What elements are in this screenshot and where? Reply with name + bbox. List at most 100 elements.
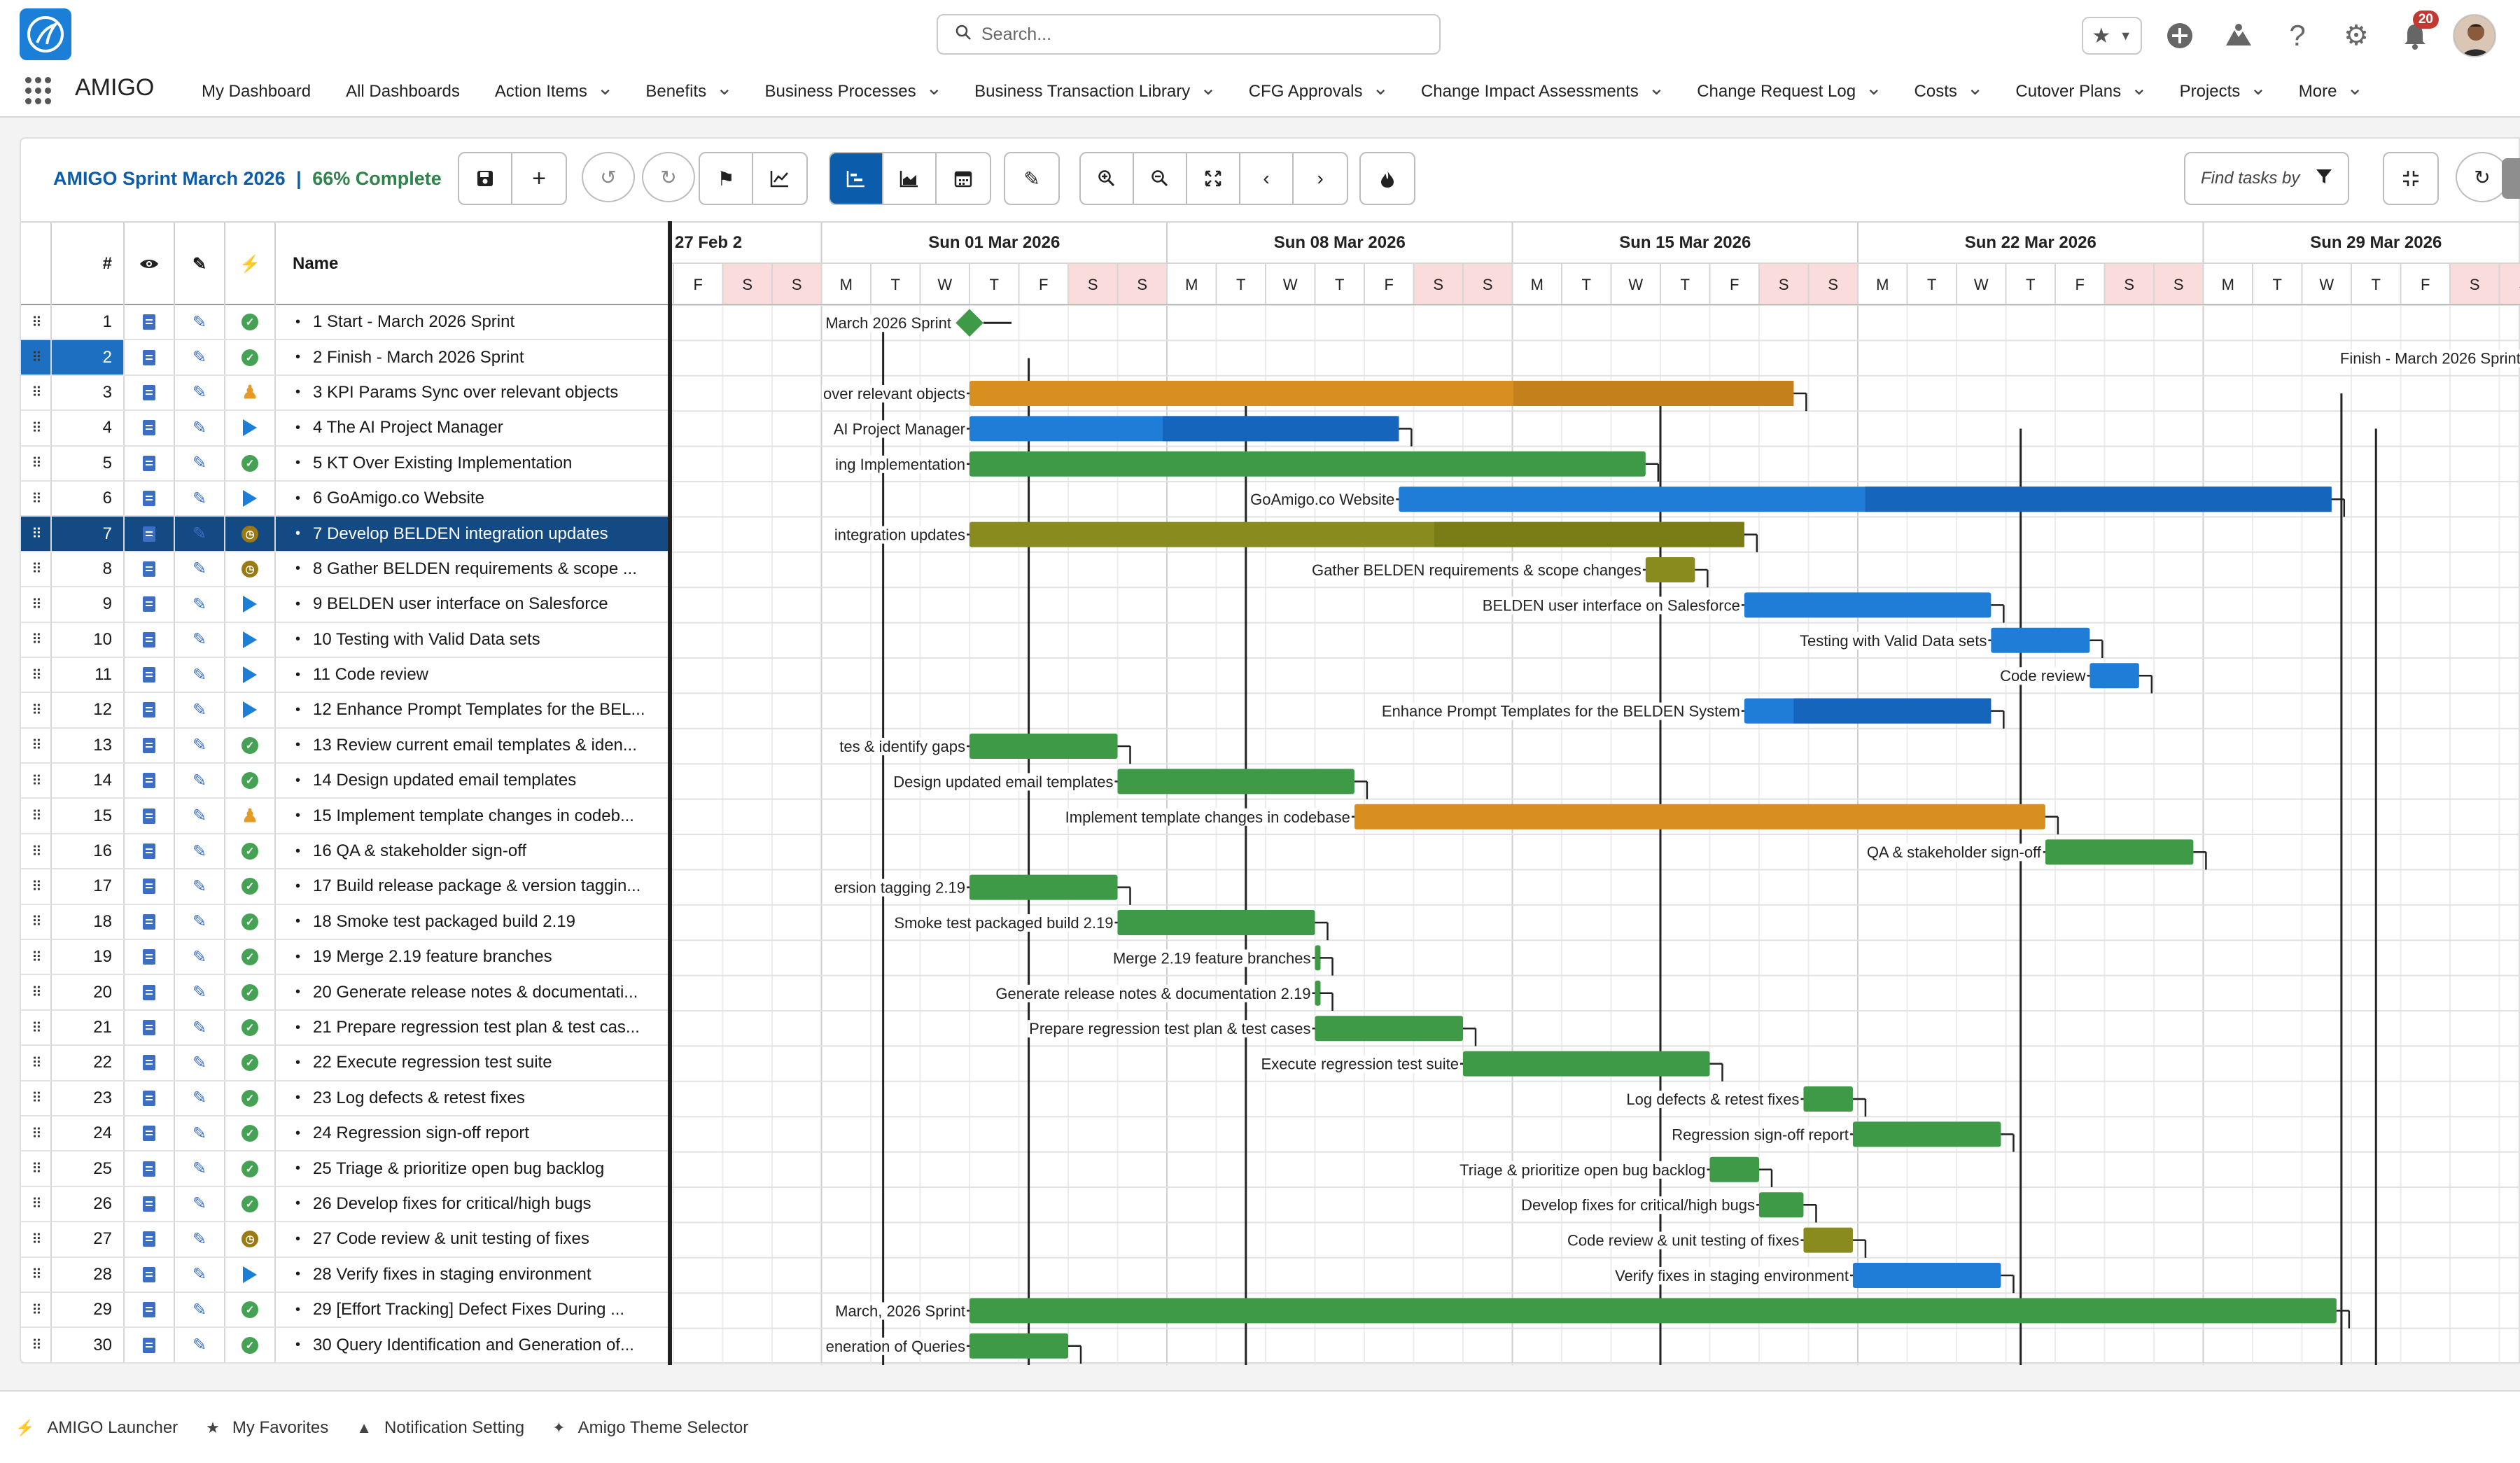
drag-handle[interactable]: ⠿ bbox=[21, 411, 52, 445]
global-search[interactable]: Search... bbox=[937, 14, 1441, 55]
task-name-cell[interactable]: • 1 Start - March 2026 Sprint bbox=[276, 305, 668, 339]
utility-item-amigo-theme-selector[interactable]: ✦ Amigo Theme Selector bbox=[552, 1418, 748, 1438]
view-record-button[interactable] bbox=[125, 1257, 175, 1292]
task-bar-fill[interactable] bbox=[2045, 839, 2194, 865]
edit-record-button[interactable]: ✎ bbox=[175, 693, 225, 727]
view-record-button[interactable] bbox=[125, 1116, 175, 1151]
task-name-cell[interactable]: • 13 Review current email templates & ide… bbox=[276, 729, 668, 762]
edit-record-button[interactable]: ✎ bbox=[175, 1257, 225, 1292]
drag-handle[interactable]: ⠿ bbox=[21, 1010, 52, 1045]
task-bar-19[interactable]: Merge 2.19 feature branches bbox=[1111, 945, 1334, 976]
table-row[interactable]: ⠿ 12 ✎ • 12 Enhance Prompt Templates for the… bbox=[21, 693, 668, 729]
nav-item-action-items[interactable]: Action Items ⌄ bbox=[495, 77, 614, 102]
edit-record-button[interactable]: ✎ bbox=[175, 411, 225, 445]
edit-record-button[interactable]: ✎ bbox=[175, 1116, 225, 1151]
table-row[interactable]: ⠿ 30 ✎ ✓ • 30 Query Identification and Genera… bbox=[21, 1328, 668, 1364]
chevron-down-icon[interactable]: ⌄ bbox=[1966, 76, 1984, 99]
edit-record-button[interactable]: ✎ bbox=[175, 904, 225, 939]
drag-handle[interactable]: ⠿ bbox=[21, 1116, 52, 1151]
edit-record-button[interactable]: ✎ bbox=[175, 1152, 225, 1186]
view-record-button[interactable] bbox=[125, 340, 175, 374]
drag-handle[interactable]: ⠿ bbox=[21, 552, 52, 587]
task-name-cell[interactable]: • 17 Build release package & version tagg… bbox=[276, 869, 668, 903]
view-record-button[interactable] bbox=[125, 1292, 175, 1327]
chevron-down-icon[interactable]: ⌄ bbox=[2131, 76, 2148, 99]
resource-view-button[interactable] bbox=[883, 153, 937, 204]
name-column-header[interactable]: Name bbox=[293, 254, 339, 273]
add-task-button[interactable]: + bbox=[532, 164, 546, 192]
edit-record-button[interactable]: ✎ bbox=[175, 975, 225, 1009]
drag-handle[interactable]: ⠿ bbox=[21, 834, 52, 869]
nav-item-business-processes[interactable]: Business Processes ⌄ bbox=[765, 77, 943, 102]
task-bar-15[interactable]: Implement template changes in codebase bbox=[1063, 804, 2059, 834]
task-name-cell[interactable]: • 10 Testing with Valid Data sets bbox=[276, 623, 668, 657]
task-bar-20[interactable]: Generate release notes & documentation 2… bbox=[994, 980, 1334, 1011]
edit-record-button[interactable]: ✎ bbox=[175, 1222, 225, 1256]
table-row[interactable]: ⠿ 25 ✎ ✓ • 25 Triage & prioritize open bug ba… bbox=[21, 1152, 668, 1187]
task-bar-fill[interactable] bbox=[1803, 1086, 1853, 1112]
task-bar-fill[interactable] bbox=[969, 1298, 2337, 1324]
nav-item-my-dashboard[interactable]: My Dashboard bbox=[202, 82, 311, 102]
task-name-cell[interactable]: • 29 [Effort Tracking] Defect Fixes Durin… bbox=[276, 1293, 668, 1326]
task-bar-fill[interactable] bbox=[969, 874, 1118, 900]
edit-record-button[interactable]: ✎ bbox=[175, 940, 225, 974]
nav-item-all-dashboards[interactable]: All Dashboards bbox=[346, 82, 460, 102]
task-bar-23[interactable]: Log defects & retest fixes bbox=[1625, 1086, 1867, 1117]
task-bar-8[interactable]: Gather BELDEN requirements & scope chang… bbox=[1310, 557, 1709, 588]
nav-item-cfg-approvals[interactable]: CFG Approvals ⌄ bbox=[1249, 77, 1389, 102]
drag-handle[interactable]: ⠿ bbox=[21, 693, 52, 727]
view-record-button[interactable] bbox=[125, 375, 175, 410]
task-bar-14[interactable]: Design updated email templates bbox=[892, 769, 1368, 799]
chevron-down-icon[interactable]: ⌄ bbox=[716, 76, 733, 99]
edit-record-button[interactable]: ✎ bbox=[175, 1046, 225, 1080]
task-bar-fill[interactable] bbox=[1315, 945, 1321, 971]
edit-record-button[interactable]: ✎ bbox=[175, 622, 225, 657]
edit-record-button[interactable]: ✎ bbox=[175, 799, 225, 833]
task-name-cell[interactable]: • 19 Merge 2.19 feature branches bbox=[276, 940, 668, 974]
drag-handle[interactable]: ⠿ bbox=[21, 340, 52, 374]
nav-item-cutover-plans[interactable]: Cutover Plans ⌄ bbox=[2015, 77, 2147, 102]
task-name-cell[interactable]: • 18 Smoke test packaged build 2.19 bbox=[276, 905, 668, 939]
drag-handle[interactable]: ⠿ bbox=[21, 657, 52, 692]
nav-item-costs[interactable]: Costs ⌄ bbox=[1914, 77, 1984, 102]
drag-handle[interactable]: ⠿ bbox=[21, 975, 52, 1009]
table-row[interactable]: ⠿ 18 ✎ ✓ • 18 Smoke test packaged build 2.19 bbox=[21, 904, 668, 941]
nav-item-projects[interactable]: Projects ⌄ bbox=[2180, 77, 2267, 102]
table-row[interactable]: ⠿ 26 ✎ ✓ • 26 Develop fixes for critical/high… bbox=[21, 1186, 668, 1223]
chevron-down-icon[interactable]: ⌄ bbox=[925, 76, 943, 99]
task-bar-22[interactable]: Execute regression test suite bbox=[1259, 1051, 1723, 1082]
task-bar-25[interactable]: Triage & prioritize open bug backlog bbox=[1458, 1156, 1773, 1187]
critical-path-button[interactable] bbox=[753, 153, 806, 204]
view-record-button[interactable] bbox=[125, 975, 175, 1009]
task-bar-5[interactable]: ing Implementation bbox=[834, 451, 1660, 482]
task-bar-26[interactable]: Develop fixes for critical/high bugs bbox=[1520, 1192, 1817, 1223]
row-number-header[interactable]: # bbox=[52, 223, 125, 305]
utility-item-notification-setting[interactable]: ▲ Notification Setting bbox=[356, 1418, 524, 1438]
task-bar-fill[interactable] bbox=[1315, 1016, 1464, 1042]
task-bar-10[interactable]: Testing with Valid Data sets bbox=[1798, 627, 2104, 658]
task-bar-fill[interactable] bbox=[1852, 1263, 2001, 1288]
table-row[interactable]: ⠿ 23 ✎ ✓ • 23 Log defects & retest fixes bbox=[21, 1081, 668, 1116]
drag-handle[interactable]: ⠿ bbox=[21, 1257, 52, 1292]
chevron-down-icon[interactable]: ⌄ bbox=[2250, 76, 2267, 99]
view-record-button[interactable] bbox=[125, 411, 175, 445]
refresh-button[interactable]: ↻ bbox=[2456, 152, 2509, 202]
task-name-cell[interactable]: • 27 Code review & unit testing of fixes bbox=[276, 1222, 668, 1256]
app-launcher-icon[interactable] bbox=[25, 77, 53, 105]
task-bar-fill[interactable] bbox=[1744, 592, 1991, 618]
table-row[interactable]: ⠿ 14 ✎ ✓ • 14 Design updated email templates bbox=[21, 764, 668, 799]
task-bar-6[interactable]: GoAmigo.co Website bbox=[1249, 486, 2346, 517]
task-bar-fill[interactable] bbox=[1354, 804, 2045, 830]
task-bar-12[interactable]: Enhance Prompt Templates for the BELDEN … bbox=[1380, 698, 2005, 729]
chevron-down-icon[interactable]: ⌄ bbox=[1372, 76, 1389, 99]
task-name-cell[interactable]: • 2 Finish - March 2026 Sprint bbox=[276, 340, 668, 374]
task-bar-fill[interactable] bbox=[1759, 1192, 1804, 1218]
edit-record-button[interactable]: ✎ bbox=[175, 481, 225, 516]
nav-item-benefits[interactable]: Benefits ⌄ bbox=[645, 77, 732, 102]
task-bar-fill[interactable] bbox=[969, 451, 1646, 477]
edit-record-button[interactable]: ✎ bbox=[175, 587, 225, 622]
view-record-button[interactable] bbox=[125, 446, 175, 480]
edit-record-button[interactable]: ✎ bbox=[175, 305, 225, 340]
table-row[interactable]: ⠿ 19 ✎ ✓ • 19 Merge 2.19 feature branches bbox=[21, 940, 668, 976]
nav-item-business-transaction-library[interactable]: Business Transaction Library ⌄ bbox=[974, 77, 1217, 102]
